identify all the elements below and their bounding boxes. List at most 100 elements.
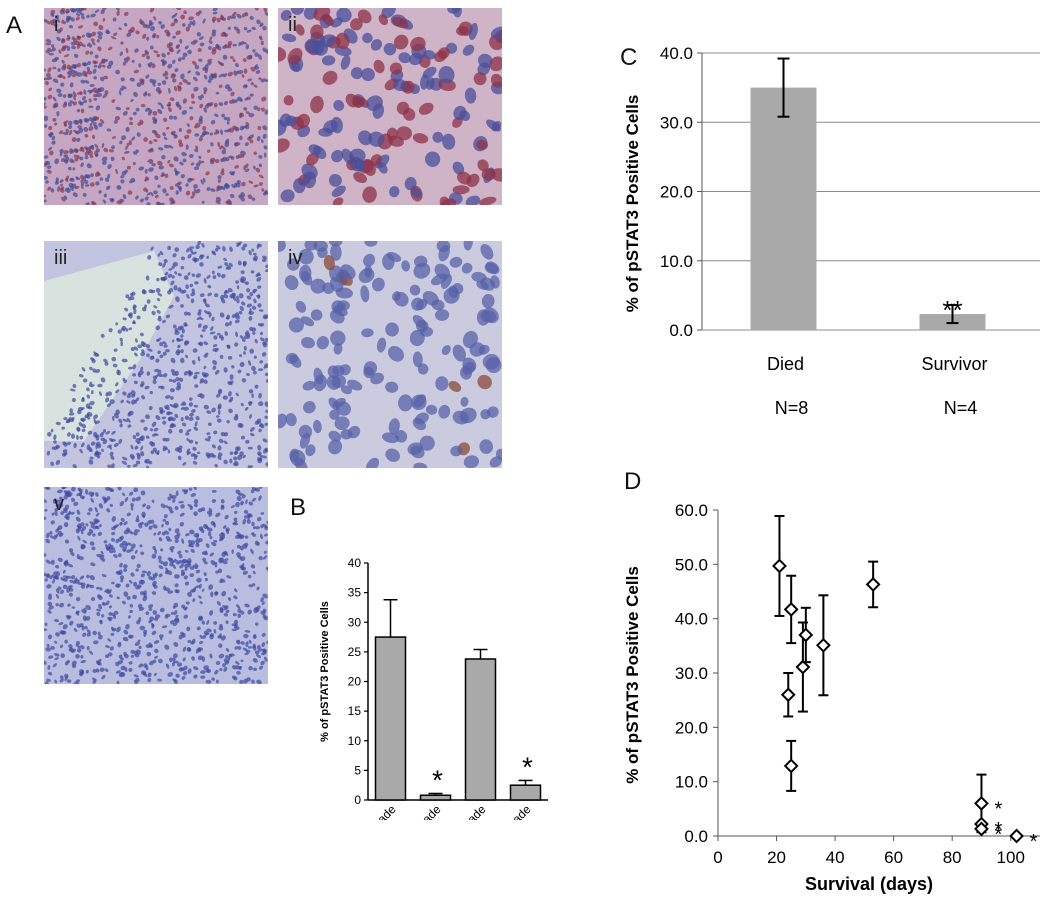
cell-nucleus <box>194 585 201 589</box>
cell-nucleus <box>105 590 111 594</box>
cell-nucleus <box>154 118 158 123</box>
cell-nucleus <box>85 32 92 38</box>
cell-nucleus <box>88 126 94 131</box>
cell-nucleus <box>201 160 205 164</box>
cell-nucleus <box>225 655 230 659</box>
cell-nucleus <box>99 61 104 65</box>
cell-nucleus <box>44 124 48 128</box>
y-axis-label: % of pSTAT3 Positive Cells <box>623 95 642 313</box>
cell-nucleus <box>89 448 93 452</box>
cell-nucleus <box>224 290 230 294</box>
cell-nucleus <box>205 452 211 457</box>
cell-nucleus <box>92 630 97 636</box>
cell-nucleus <box>152 580 157 586</box>
cell-nucleus <box>164 173 169 178</box>
cell-nucleus <box>195 145 199 150</box>
cell-nucleus <box>128 327 133 331</box>
cell-nucleus <box>60 157 66 162</box>
cell-nucleus <box>194 371 200 375</box>
cell-nucleus <box>310 95 324 114</box>
cell-nucleus <box>298 424 313 439</box>
y-tick-label: 20 <box>348 675 362 689</box>
cell-nucleus <box>225 609 230 614</box>
cell-nucleus <box>132 321 136 325</box>
cell-nucleus <box>176 49 181 54</box>
cell-nucleus <box>161 80 167 85</box>
cell-nucleus <box>219 557 225 563</box>
cell-nucleus <box>116 680 120 684</box>
cell-nucleus <box>186 438 191 442</box>
cell-nucleus <box>209 552 215 557</box>
cell-nucleus <box>55 594 60 599</box>
cell-nucleus <box>113 553 118 559</box>
cell-nucleus <box>69 388 76 392</box>
cell-nucleus <box>97 64 102 69</box>
cell-nucleus <box>228 320 232 326</box>
cell-nucleus <box>447 8 461 14</box>
cell-nucleus <box>179 38 183 44</box>
cell-nucleus <box>119 51 123 56</box>
cell-nucleus <box>254 52 259 57</box>
cell-nucleus <box>139 591 145 596</box>
cell-nucleus <box>140 490 146 496</box>
cell-nucleus <box>217 635 221 639</box>
cell-nucleus <box>251 679 255 684</box>
cell-nucleus <box>50 559 55 565</box>
cell-nucleus <box>334 416 350 431</box>
cell-nucleus <box>153 50 159 54</box>
cell-nucleus <box>101 431 105 435</box>
cell-nucleus <box>90 597 96 602</box>
cell-nucleus <box>63 508 68 511</box>
cell-nucleus <box>168 87 171 94</box>
cell-nucleus <box>220 158 225 163</box>
cell-nucleus <box>244 142 249 147</box>
cell-nucleus <box>122 418 128 423</box>
cell-nucleus <box>124 145 129 150</box>
cell-nucleus <box>258 155 263 159</box>
cell-nucleus <box>190 493 197 497</box>
cell-nucleus <box>248 665 253 671</box>
cell-nucleus <box>199 601 203 605</box>
cell-nucleus <box>473 72 487 86</box>
cell-nucleus <box>231 314 236 319</box>
cell-nucleus <box>124 307 129 312</box>
cell-nucleus <box>265 264 268 269</box>
cell-nucleus <box>127 615 131 619</box>
cell-nucleus <box>46 165 52 169</box>
cell-nucleus <box>178 500 185 504</box>
cell-nucleus <box>205 668 210 673</box>
cell-nucleus <box>131 394 136 398</box>
cell-nucleus <box>333 100 345 111</box>
y-tick-label: 35 <box>348 586 362 600</box>
cell-nucleus <box>60 653 66 658</box>
cell-nucleus <box>213 621 218 625</box>
cell-nucleus <box>257 285 262 289</box>
cell-nucleus <box>340 429 353 440</box>
cell-nucleus <box>239 135 243 141</box>
cell-nucleus <box>109 197 115 202</box>
cell-nucleus <box>152 610 158 615</box>
cell-nucleus <box>234 165 239 169</box>
cell-nucleus <box>80 79 86 84</box>
cell-nucleus <box>218 334 224 339</box>
cell-nucleus <box>146 36 150 41</box>
cell-nucleus <box>345 93 359 108</box>
cell-nucleus <box>211 489 217 493</box>
cell-nucleus <box>58 49 62 54</box>
cell-nucleus <box>198 341 204 347</box>
cell-nucleus <box>129 609 133 614</box>
cell-nucleus <box>65 512 71 516</box>
cell-nucleus <box>68 592 73 597</box>
cell-nucleus <box>126 464 131 468</box>
cell-nucleus <box>170 73 176 79</box>
cell-nucleus <box>278 138 290 153</box>
cell-nucleus <box>122 456 128 461</box>
cell-nucleus <box>57 185 61 192</box>
cell-nucleus <box>208 40 213 44</box>
cell-nucleus <box>186 311 191 316</box>
cell-nucleus <box>147 93 151 97</box>
cell-nucleus <box>220 505 225 510</box>
cell-nucleus <box>54 158 60 165</box>
cell-nucleus <box>73 154 77 158</box>
cell-nucleus <box>195 542 200 548</box>
